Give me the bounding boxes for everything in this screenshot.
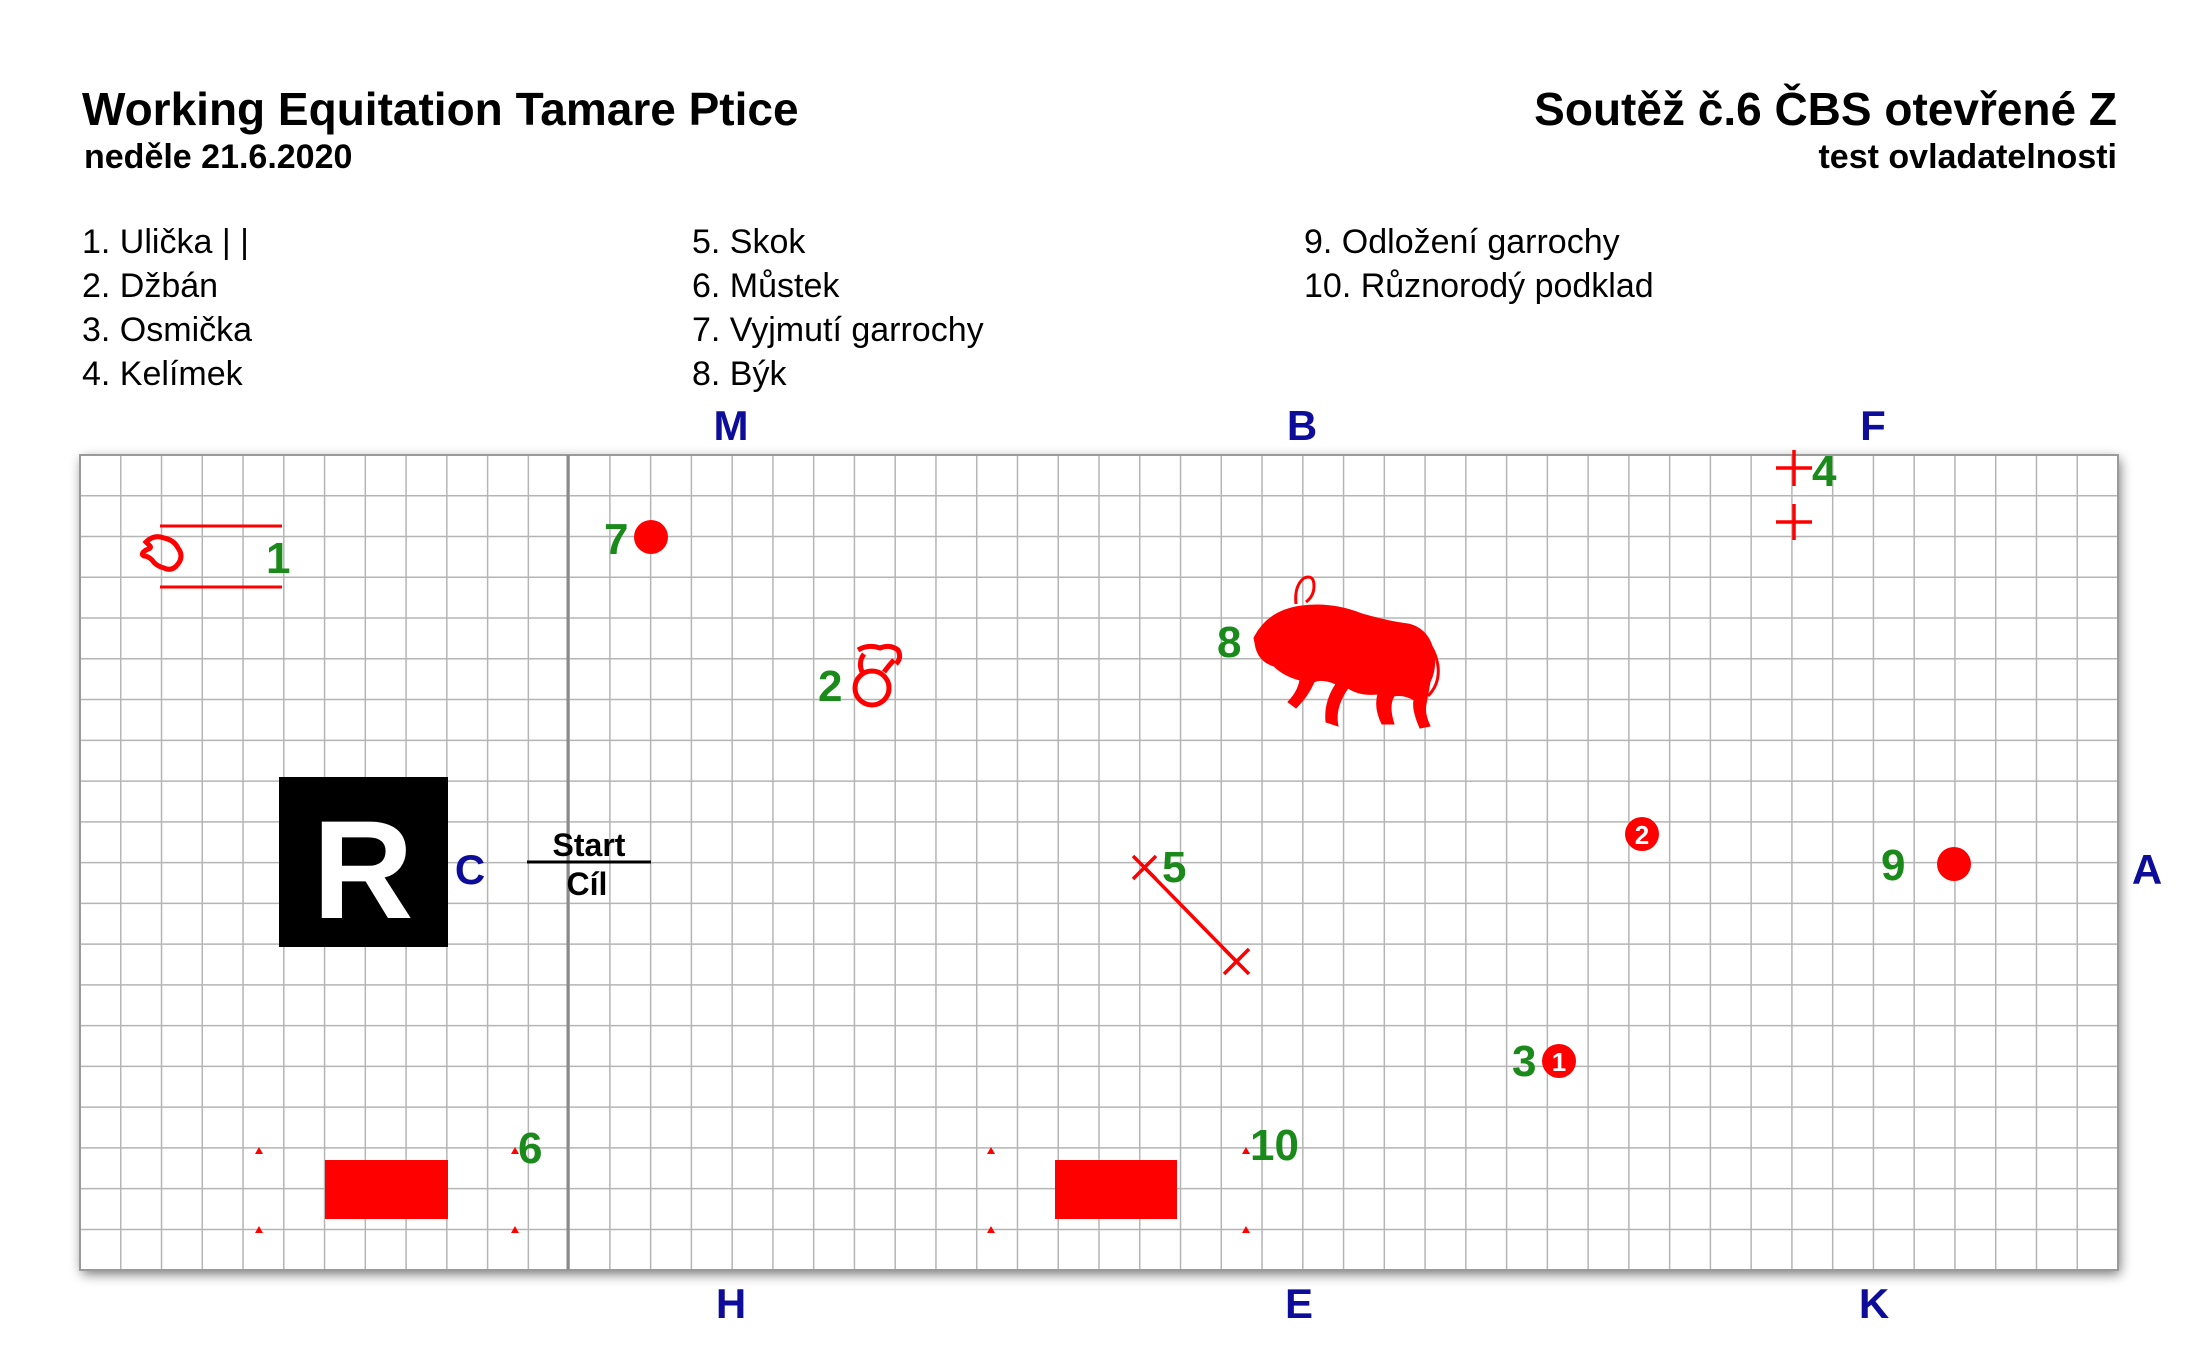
obstacle-cups [1776, 450, 1812, 540]
obstacle-varied-surface [987, 1147, 1250, 1233]
legend-column-2: 5. Skok 6. Můstek 7. Vyjmutí garrochy 8.… [692, 220, 984, 396]
arena-letter-b: B [1287, 402, 1317, 449]
judge-box: R [279, 777, 448, 948]
legend-item: 5. Skok [692, 223, 806, 261]
legend-item: 10. Různorodý podklad [1304, 267, 1654, 305]
obstacle-number-5: 5 [1162, 843, 1186, 892]
obstacle-jump [1131, 854, 1251, 976]
legend-item: 6. Můstek [692, 267, 840, 305]
event-date: neděle 21.6.2020 [84, 138, 353, 176]
jug-icon [856, 643, 903, 666]
finish-label: Cíl [567, 866, 608, 902]
legend-item: 1. Ulička | | [82, 223, 249, 261]
judge-box-letter: R [312, 791, 413, 948]
arena-letter-f: F [1860, 402, 1886, 449]
arena-letter-a: A [2132, 846, 2162, 893]
competition-title: Soutěž č.6 ČBS otevřené Z [1534, 83, 2117, 135]
obstacle-garrocha-put [1937, 847, 1971, 881]
obstacle-figure-eight: 1 2 [1542, 817, 1659, 1078]
obstacle-number-4: 4 [1812, 447, 1837, 496]
arena-letter-c: C [455, 846, 485, 893]
obstacle-garrocha-take [634, 520, 668, 554]
legend-item: 2. Džbán [82, 267, 219, 305]
legend-column-1: 1. Ulička | | 2. Džbán 3. Osmička 4. Kel… [82, 220, 252, 396]
start-finish-marker: Start Cíl [527, 827, 651, 902]
legend-item: 7. Vyjmutí garrochy [692, 311, 984, 349]
obstacle-bridge [255, 1147, 519, 1233]
obstacle-number-7: 7 [604, 515, 628, 564]
arena-letter-m: M [714, 402, 749, 449]
jug-icon [139, 534, 184, 572]
obstacle-number-3: 3 [1512, 1037, 1536, 1086]
arena-letter-h: H [716, 1280, 746, 1327]
obstacle-jug [852, 643, 903, 708]
figure-eight-marker-label: 2 [1635, 820, 1649, 850]
obstacle-number-6: 6 [518, 1124, 542, 1173]
legend-item: 8. Býk [692, 355, 787, 393]
legend-column-3: 9. Odložení garrochy 10. Různorodý podkl… [1304, 220, 1654, 308]
legend-item: 4. Kelímek [82, 355, 243, 393]
start-label: Start [553, 827, 626, 863]
legend-item: 3. Osmička [82, 311, 253, 349]
obstacle-number-8: 8 [1217, 618, 1241, 667]
arena-letter-k: K [1859, 1280, 1889, 1327]
event-title: Working Equitation Tamare Ptice [82, 83, 799, 135]
arena-letter-e: E [1285, 1280, 1313, 1327]
bull-icon [1253, 575, 1440, 729]
obstacle-number-9: 9 [1881, 841, 1905, 890]
test-name: test ovladatelnosti [1818, 138, 2117, 176]
obstacle-number-2: 2 [818, 662, 842, 711]
obstacle-number-10: 10 [1250, 1121, 1299, 1170]
arena-border [79, 454, 2119, 1271]
figure-eight-marker-label: 1 [1552, 1047, 1566, 1077]
legend-item: 9. Odložení garrochy [1304, 223, 1620, 261]
obstacle-number-1: 1 [266, 534, 290, 583]
obstacle-corridor [139, 524, 282, 589]
